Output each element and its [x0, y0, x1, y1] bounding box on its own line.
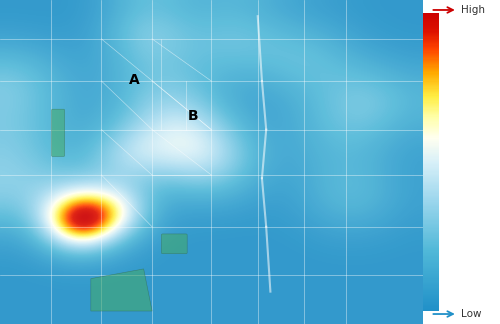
Text: Low: Low	[461, 309, 481, 319]
FancyBboxPatch shape	[162, 234, 187, 254]
Text: High: High	[461, 5, 485, 15]
Polygon shape	[91, 269, 152, 311]
FancyBboxPatch shape	[52, 109, 64, 156]
Text: A: A	[129, 73, 140, 87]
Text: B: B	[188, 109, 198, 123]
